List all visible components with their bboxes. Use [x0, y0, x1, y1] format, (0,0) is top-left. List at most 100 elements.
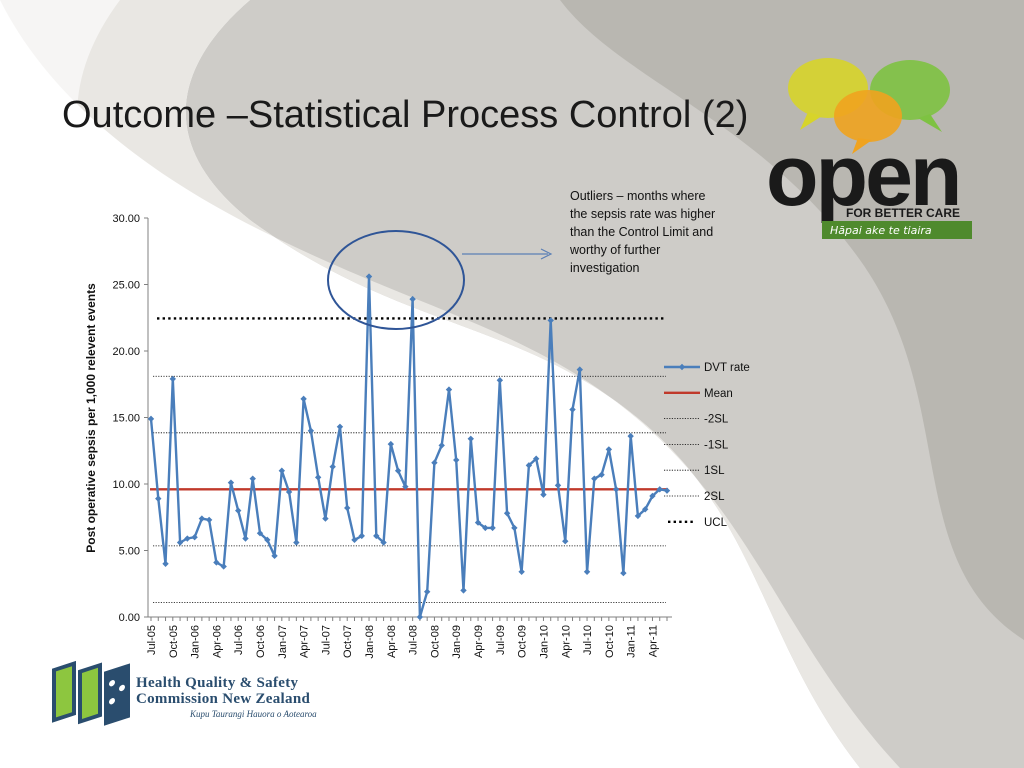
x-tick-label: Apr-11 — [647, 625, 659, 657]
x-tick-label: Apr-10 — [560, 625, 572, 658]
data-point — [438, 442, 445, 449]
x-tick-label: Jan-10 — [538, 625, 550, 659]
x-tick-label: Apr-07 — [299, 625, 311, 658]
data-point — [394, 467, 402, 474]
x-tick-label: Apr-06 — [211, 625, 223, 658]
data-point — [583, 568, 591, 575]
data-point — [242, 535, 249, 542]
data-point — [641, 506, 649, 513]
data-point — [365, 273, 373, 280]
legend-label: 2SL — [704, 491, 725, 503]
data-point — [562, 537, 569, 545]
x-tick-label: Jan-06 — [190, 625, 202, 659]
data-point — [605, 446, 613, 453]
outlier-ellipse — [327, 230, 465, 330]
x-tick-label: Jul-08 — [408, 625, 420, 655]
data-point — [453, 456, 460, 464]
data-point — [249, 475, 256, 482]
y-tick-label: 20.00 — [112, 346, 140, 358]
open-logo: open FOR BETTER CARE Hāpai ake te tiaira — [766, 58, 972, 239]
data-point — [402, 483, 409, 490]
y-axis-label: Post operative sepsis per 1,000 relevent… — [84, 283, 98, 553]
open-tagline: FOR BETTER CARE — [846, 206, 960, 220]
data-point — [227, 479, 235, 486]
hqsc-name-line2: Commission New Zealand — [136, 691, 311, 707]
data-point — [569, 406, 576, 413]
data-point — [373, 532, 380, 540]
data-point — [547, 317, 554, 324]
data-point — [511, 524, 518, 532]
data-point — [656, 486, 663, 493]
hqsc-name-maori: Kupu Taurangi Hauora o Aotearoa — [190, 709, 317, 719]
data-point — [162, 560, 169, 567]
data-point — [213, 559, 220, 566]
data-point — [482, 524, 489, 532]
data-point — [627, 432, 634, 440]
x-tick-label: Jan-07 — [277, 625, 289, 659]
data-point — [532, 455, 540, 462]
legend-label: -1SL — [704, 439, 729, 451]
annotation-group — [327, 230, 553, 330]
page-title: Outcome –Statistical Process Control (2) — [62, 94, 749, 136]
data-point — [256, 530, 264, 537]
callout-text: Outliers – months where the sepsis rate … — [570, 189, 716, 275]
x-tick-label: Apr-09 — [473, 625, 485, 658]
x-tick-label: Jul-06 — [233, 625, 245, 655]
data-point — [271, 552, 278, 560]
x-tick-label: Oct-08 — [429, 625, 441, 658]
data-point — [300, 395, 307, 403]
data-point — [576, 366, 583, 373]
x-tick-label: Jul-05 — [146, 625, 158, 655]
legend-marker — [678, 363, 686, 371]
y-tick-label: 0.00 — [119, 612, 140, 624]
data-point — [634, 512, 642, 520]
x-tick-label: Oct-10 — [604, 625, 616, 658]
data-point — [598, 471, 605, 478]
data-point — [663, 487, 671, 494]
data-point — [344, 504, 351, 512]
series-line-dvt-rate — [149, 275, 668, 619]
data-point — [351, 536, 358, 544]
hqsc-name-line1: Health Quality & Safety — [136, 675, 299, 691]
data-point — [525, 462, 533, 469]
data-point — [307, 427, 315, 434]
data-point — [220, 563, 227, 570]
y-tick-label: 25.00 — [112, 280, 140, 292]
x-tick-label: Jul-07 — [320, 625, 332, 655]
callout-arrowhead — [540, 248, 553, 260]
data-point — [467, 435, 474, 442]
y-tick-label: 15.00 — [112, 413, 140, 425]
data-point — [612, 486, 620, 493]
data-point — [264, 536, 271, 544]
data-point — [423, 588, 431, 595]
data-point — [169, 375, 177, 383]
legend-label: -2SL — [704, 414, 729, 426]
data-point — [489, 524, 496, 532]
x-tick-label: Oct-06 — [255, 625, 267, 658]
data-point — [474, 519, 482, 526]
data-point — [336, 423, 344, 431]
legend-label: Mean — [704, 388, 733, 400]
data-point — [409, 295, 416, 303]
data-point — [518, 568, 525, 575]
data-point — [285, 488, 293, 496]
data-point — [191, 534, 198, 541]
data-point — [380, 539, 387, 546]
data-point — [322, 515, 329, 522]
data-point — [358, 532, 365, 540]
data-point — [649, 492, 656, 500]
data-point — [503, 510, 511, 517]
data-point — [620, 569, 627, 577]
legend-label: DVT rate — [704, 362, 750, 374]
data-point — [445, 386, 453, 393]
x-tick-label: Jul-09 — [495, 625, 507, 655]
hqsc-logo — [52, 660, 130, 726]
y-tick-label: 10.00 — [112, 479, 140, 491]
x-tick-label: Apr-08 — [386, 625, 398, 658]
data-point — [184, 535, 191, 542]
data-point — [540, 491, 547, 498]
x-tick-label: Oct-09 — [517, 625, 529, 658]
data-point — [329, 463, 336, 470]
